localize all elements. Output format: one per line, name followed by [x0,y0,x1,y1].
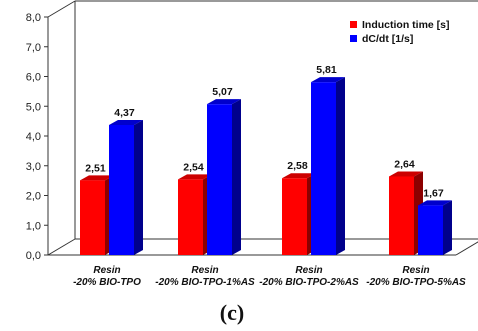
bar-side [336,77,345,255]
bar-front [418,205,443,255]
x-category-label: Resin [402,265,429,276]
bar-top [311,77,345,83]
bar-front [80,180,105,255]
y-tick-label: 0,0 [26,250,41,262]
bar-value-label: 5,07 [212,86,233,98]
x-category-label: Resin [93,265,120,276]
y-tick-label: 8,0 [26,12,41,24]
bar-value-label: 1,67 [423,187,444,199]
bar-front [282,178,307,255]
legend: Induction time [s] dC/dt [1/s] [350,19,450,45]
bar-side [134,119,143,256]
bar-value-label: 5,81 [316,64,337,76]
bar-side [443,200,452,255]
x-category-label: -20% BIO-TPO-2%AS [259,277,359,288]
y-tick-label: 6,0 [26,72,41,84]
x-category-label: -20% BIO-TPO [73,277,141,288]
bar-dc-dt [311,77,345,255]
y-tick-label: 1,0 [26,220,41,232]
bar-front [389,176,414,255]
y-tick-label: 2,0 [26,191,41,203]
bar-value-label: 2,58 [287,160,308,172]
bar-dc-dt [418,200,452,255]
bar-top [389,171,423,177]
y-tick-label: 3,0 [26,161,41,173]
bar-dc-dt [207,99,241,255]
legend-swatch [350,35,357,42]
legend-swatch [350,21,357,28]
x-category-label: -20% BIO-TPO-1%AS [155,277,255,288]
bar-value-label: 2,54 [183,161,204,173]
bar-top [207,99,241,105]
bar-side [232,99,241,255]
bar-induction-time [178,174,212,255]
figure-caption: (c) [220,300,244,325]
bars: 2,51 4,37 2,54 5,07 2,58 5,81 2,64 1,67 [80,64,452,256]
bar-induction-time [282,173,316,255]
y-tick-label: 4,0 [26,131,41,143]
bar-front [311,82,336,255]
y-axis-ticks: 0,0 1,0 2,0 3,0 4,0 5,0 6,0 7,0 8,0 [26,12,48,262]
y-tick-label: 5,0 [26,101,41,113]
x-category-label: Resin [191,265,218,276]
bar-value-label: 4,37 [114,107,135,119]
x-category-label: -20% BIO-TPO-5%AS [366,277,466,288]
legend-entry: dC/dt [1/s] [362,33,413,45]
bar-value-label: 2,64 [394,158,415,170]
wall-top-edge [47,0,76,18]
bar-front [207,104,232,255]
bar-induction-time [389,171,423,255]
bar-top [80,175,114,181]
floor-right-edge [455,241,478,256]
bar-front [178,179,203,255]
bar-front [109,124,134,256]
bar-top [282,173,316,179]
bar-top [178,174,212,180]
floor-left-edge [47,238,76,256]
legend-entry: Induction time [s] [362,19,450,31]
bar-induction-time [80,175,114,255]
bar-dc-dt [109,119,143,256]
bar-top [418,200,452,206]
y-tick-label: 7,0 [26,42,41,54]
x-category-label: Resin [295,265,322,276]
bar-top [109,119,143,125]
bar-value-label: 2,51 [85,162,106,174]
